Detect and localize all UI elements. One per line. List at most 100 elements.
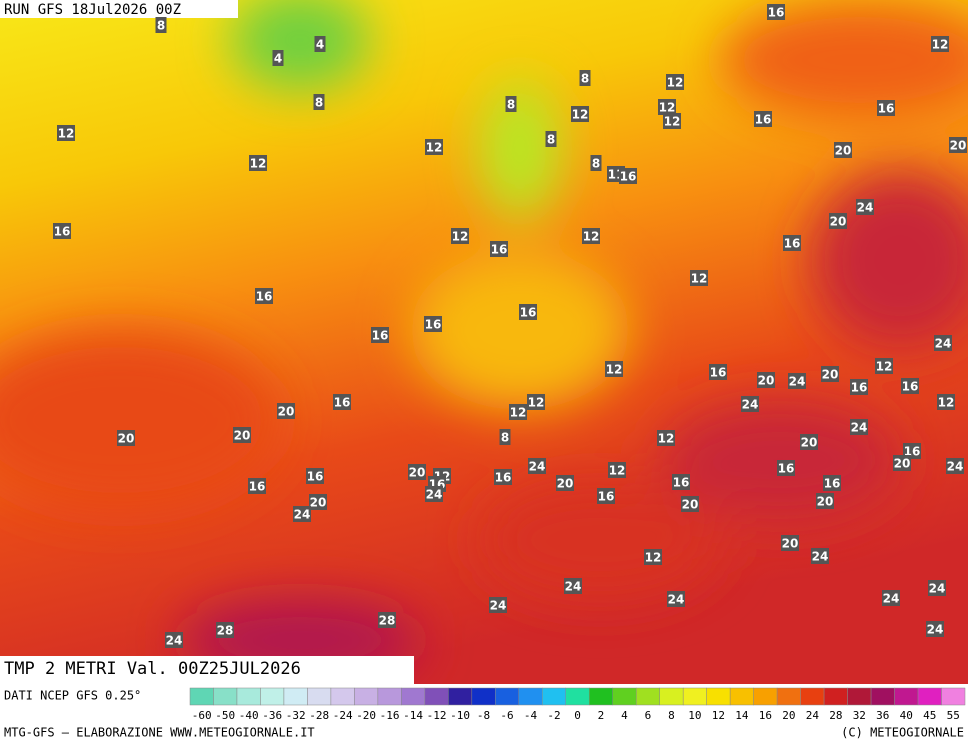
legend-cell <box>729 687 754 706</box>
label-box <box>690 270 708 286</box>
legend-cell <box>354 687 379 706</box>
label-box <box>781 535 799 551</box>
label-box <box>946 458 964 474</box>
legend-cell <box>260 687 285 706</box>
contour-label: 12 <box>250 157 267 171</box>
label-box <box>309 494 327 510</box>
legend-cell <box>800 687 825 706</box>
label-box <box>248 478 266 494</box>
contour-label: 16 <box>249 480 266 494</box>
label-box <box>571 106 589 122</box>
contour-label: 4 <box>316 38 324 52</box>
legend-cell <box>542 687 567 706</box>
legend-cell <box>635 687 660 706</box>
label-box <box>644 549 662 565</box>
label-box <box>313 94 325 110</box>
contour-label: 20 <box>801 436 818 450</box>
contour-label: 16 <box>902 380 919 394</box>
legend-cell <box>706 687 731 706</box>
label-box <box>856 199 874 215</box>
contour-label: 16 <box>620 170 637 184</box>
legend-cell <box>307 687 332 706</box>
contour-label: 24 <box>490 599 507 613</box>
label-box <box>509 404 527 420</box>
label-box <box>564 578 582 594</box>
contour-label: 12 <box>528 396 545 410</box>
label-box <box>949 137 967 153</box>
contour-label: 12 <box>609 464 626 478</box>
contour-label: 20 <box>782 537 799 551</box>
contour-label: 16 <box>710 366 727 380</box>
label-box <box>333 394 351 410</box>
contour-label: 24 <box>789 375 806 389</box>
label-box <box>823 475 841 491</box>
legend-label: -32 <box>286 709 306 722</box>
legend-label: 40 <box>900 709 913 722</box>
label-box <box>681 496 699 512</box>
legend-label: -16 <box>380 709 400 722</box>
label-box <box>788 373 806 389</box>
legend-cell <box>870 687 895 706</box>
legend-cell <box>847 687 872 706</box>
legend-cell <box>659 687 684 706</box>
legend-label: 24 <box>806 709 820 722</box>
contour-label: 12 <box>510 406 527 420</box>
label-box <box>528 458 546 474</box>
legend-label: -36 <box>262 709 282 722</box>
label-box <box>829 213 847 229</box>
contour-label: 12 <box>452 230 469 244</box>
contour-label: 24 <box>812 550 829 564</box>
legend-cell <box>236 687 261 706</box>
legend-cell <box>612 687 637 706</box>
field-title: TMP 2 METRI Val. 00Z25JUL2026 <box>4 659 301 679</box>
contour-label: 28 <box>217 624 234 638</box>
contour-label: 24 <box>742 398 759 412</box>
contour-label: 16 <box>784 237 801 251</box>
contour-label: 16 <box>673 476 690 490</box>
label-box <box>165 632 183 648</box>
legend-label: 12 <box>712 709 725 722</box>
label-box <box>556 475 574 491</box>
label-box <box>877 100 895 116</box>
legend-label: -60 <box>192 709 212 722</box>
label-box <box>255 288 273 304</box>
contour-label: 24 <box>927 623 944 637</box>
contour-label: 8 <box>315 96 323 110</box>
legend-label: -10 <box>450 709 470 722</box>
source: DATI NCEP GFS 0.25° <box>4 689 141 703</box>
label-box <box>937 394 955 410</box>
contour-label: 12 <box>659 101 676 115</box>
legend-cell <box>495 687 520 706</box>
contour-label: 12 <box>664 115 681 129</box>
label-box <box>816 493 834 509</box>
contour-label: 16 <box>425 318 442 332</box>
contour-label: 8 <box>547 133 555 147</box>
contour-label: 16 <box>54 225 71 239</box>
legend-label: 45 <box>923 709 936 722</box>
contour-label: 16 <box>755 113 772 127</box>
label-box <box>834 142 852 158</box>
contour-label: 12 <box>658 432 675 446</box>
label-box <box>378 612 396 628</box>
label-box <box>811 548 829 564</box>
label-box <box>672 474 690 490</box>
contour-label: 16 <box>824 477 841 491</box>
legend-cell <box>283 687 308 706</box>
contour-label: 20 <box>894 457 911 471</box>
legend-cell <box>471 687 496 706</box>
contour-label: 12 <box>572 108 589 122</box>
legend-label: 8 <box>668 709 675 722</box>
label-box <box>527 394 545 410</box>
legend-label: 20 <box>782 709 795 722</box>
legend-cell <box>917 687 942 706</box>
label-box <box>272 50 284 66</box>
label-box <box>216 622 234 638</box>
contour-label: 16 <box>768 6 785 20</box>
legend-cell <box>682 687 707 706</box>
label-box <box>777 460 795 476</box>
contour-label: 20 <box>557 477 574 491</box>
label-box <box>408 464 426 480</box>
contour-label: 8 <box>581 72 589 86</box>
contour-label: 16 <box>256 290 273 304</box>
contour-label: 12 <box>426 141 443 155</box>
